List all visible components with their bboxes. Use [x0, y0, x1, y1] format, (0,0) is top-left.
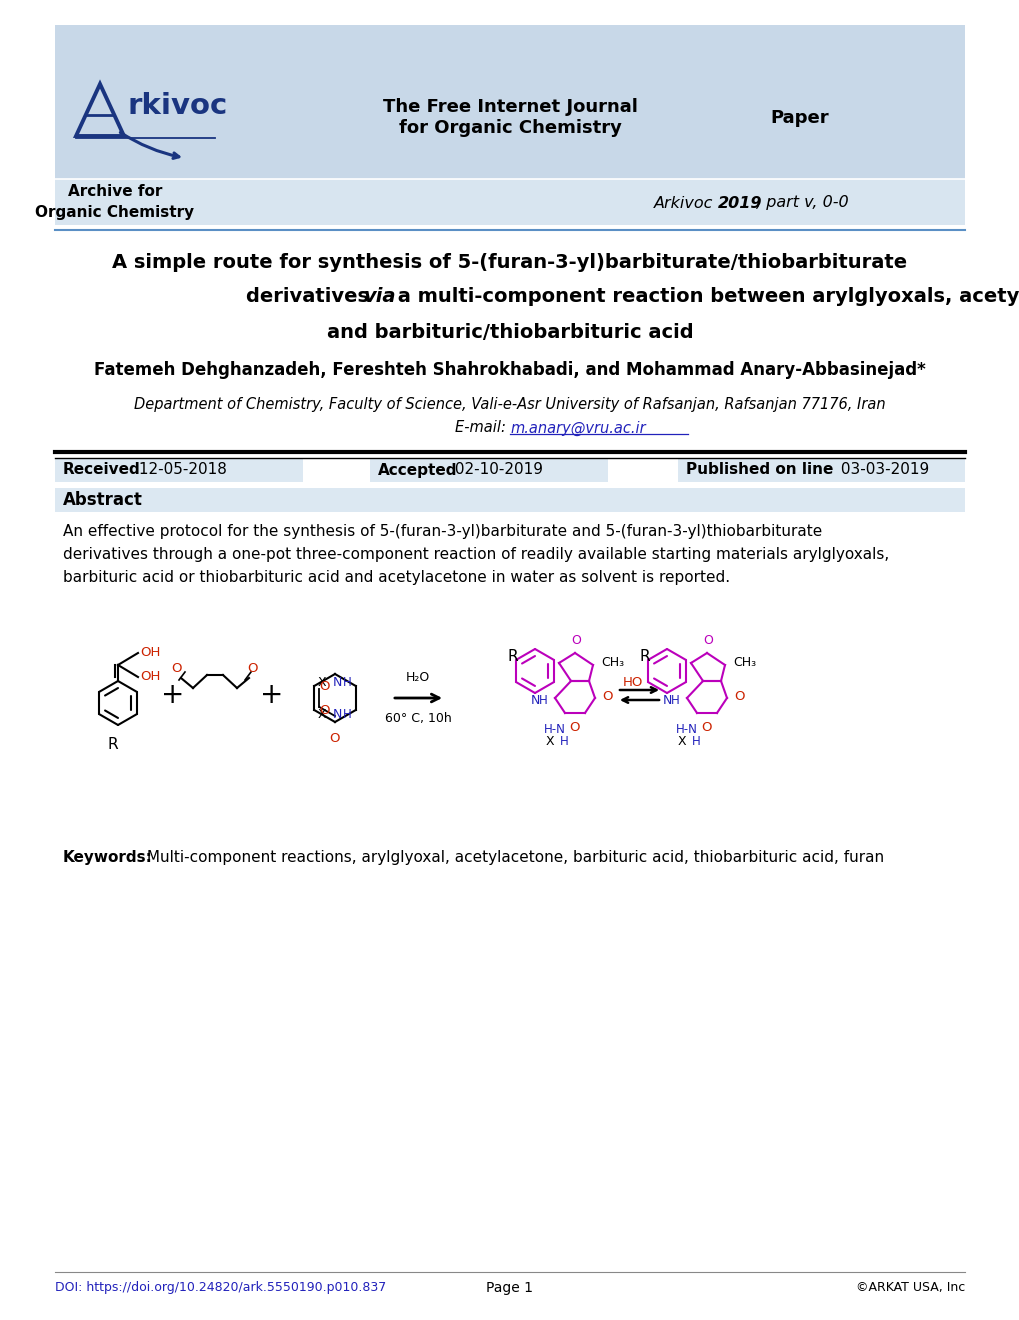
Text: N: N [530, 694, 539, 708]
FancyBboxPatch shape [370, 458, 607, 482]
Text: X: X [317, 676, 325, 689]
Text: Arkivoc: Arkivoc [653, 195, 717, 210]
Text: a multi-component reaction between arylglyoxals, acetylacetone: a multi-component reaction between arylg… [390, 288, 1019, 306]
Text: X: X [317, 708, 325, 721]
Text: 12-05-2018: 12-05-2018 [133, 462, 226, 478]
Text: O: O [702, 634, 712, 647]
Text: Multi-component reactions, arylglyoxal, acetylacetone, barbituric acid, thiobarb: Multi-component reactions, arylglyoxal, … [142, 850, 883, 865]
Text: O: O [571, 634, 581, 647]
Text: for Organic Chemistry: for Organic Chemistry [398, 119, 621, 137]
Text: O: O [329, 733, 340, 744]
Text: O: O [319, 680, 329, 693]
Text: OH: OH [140, 671, 160, 684]
Text: O: O [701, 721, 711, 734]
Text: 02-10-2019: 02-10-2019 [449, 462, 542, 478]
Text: H₂O: H₂O [406, 671, 430, 684]
Text: An effective protocol for the synthesis of 5-(furan-3-yl)barbiturate and 5-(fura: An effective protocol for the synthesis … [63, 524, 889, 585]
Text: O: O [319, 704, 329, 717]
Text: HO: HO [622, 676, 642, 689]
Text: R: R [108, 737, 118, 752]
Text: 2019: 2019 [717, 195, 762, 210]
Text: R: R [507, 649, 518, 664]
FancyBboxPatch shape [55, 25, 964, 180]
Text: Accepted: Accepted [378, 462, 458, 478]
Text: CH₃: CH₃ [600, 656, 624, 669]
Text: 03-03-2019: 03-03-2019 [836, 462, 928, 478]
Text: H: H [671, 694, 680, 708]
Text: rkivoc: rkivoc [127, 92, 228, 120]
Text: H: H [559, 735, 569, 748]
Text: O: O [570, 721, 580, 734]
Text: X: X [677, 735, 686, 748]
Text: E-mail:: E-mail: [454, 421, 510, 436]
Text: N: N [332, 676, 341, 689]
Text: H: H [342, 676, 352, 689]
Text: O: O [601, 689, 611, 702]
Text: derivatives: derivatives [246, 288, 375, 306]
Text: Received: Received [63, 462, 141, 478]
FancyBboxPatch shape [55, 180, 964, 224]
Text: Fatemeh Dehghanzadeh, Fereshteh Shahrokhabadi, and Mohammad Anary-Abbasinejad*: Fatemeh Dehghanzadeh, Fereshteh Shahrokh… [94, 360, 925, 379]
Text: O: O [171, 661, 182, 675]
Text: and barbituric/thiobarbituric acid: and barbituric/thiobarbituric acid [326, 322, 693, 342]
FancyBboxPatch shape [55, 488, 964, 512]
Text: DOI: https://doi.org/10.24820/ark.5550190.p010.837: DOI: https://doi.org/10.24820/ark.555019… [55, 1282, 386, 1295]
Text: , part v, 0-0: , part v, 0-0 [755, 195, 848, 210]
Text: Department of Chemistry, Faculty of Science, Vali-e-Asr University of Rafsanjan,: Department of Chemistry, Faculty of Scie… [135, 397, 884, 412]
Text: Keywords:: Keywords: [63, 850, 153, 865]
Text: OH: OH [140, 645, 160, 659]
Text: O: O [248, 661, 258, 675]
Text: H: H [539, 694, 547, 708]
Text: X: X [545, 735, 553, 748]
Text: H: H [691, 735, 700, 748]
Text: +: + [260, 681, 283, 709]
FancyBboxPatch shape [678, 458, 964, 482]
Text: H: H [342, 708, 352, 721]
Text: Page 1: Page 1 [486, 1280, 533, 1295]
Text: Archive for
Organic Chemistry: Archive for Organic Chemistry [36, 183, 195, 220]
Text: CH₃: CH₃ [733, 656, 755, 669]
Text: ©ARKAT USA, Inc: ©ARKAT USA, Inc [855, 1282, 964, 1295]
Text: Abstract: Abstract [63, 491, 143, 510]
Text: N: N [662, 694, 672, 708]
Text: O: O [734, 689, 744, 702]
Text: R: R [639, 649, 650, 664]
Text: A simple route for synthesis of 5-(furan-3-yl)barbiturate/thiobarbiturate: A simple route for synthesis of 5-(furan… [112, 252, 907, 272]
Text: m.anary@vru.ac.ir: m.anary@vru.ac.ir [510, 420, 645, 436]
Polygon shape [76, 84, 124, 136]
Text: via: via [364, 288, 396, 306]
Text: H-N: H-N [676, 723, 697, 737]
Text: Paper: Paper [770, 110, 828, 127]
Text: 60° C, 10h: 60° C, 10h [384, 711, 451, 725]
Text: The Free Internet Journal: The Free Internet Journal [382, 98, 637, 116]
Text: Published on line: Published on line [686, 462, 833, 478]
FancyBboxPatch shape [55, 458, 303, 482]
Text: N: N [332, 708, 341, 721]
Text: H-N: H-N [543, 723, 566, 737]
Text: +: + [161, 681, 184, 709]
